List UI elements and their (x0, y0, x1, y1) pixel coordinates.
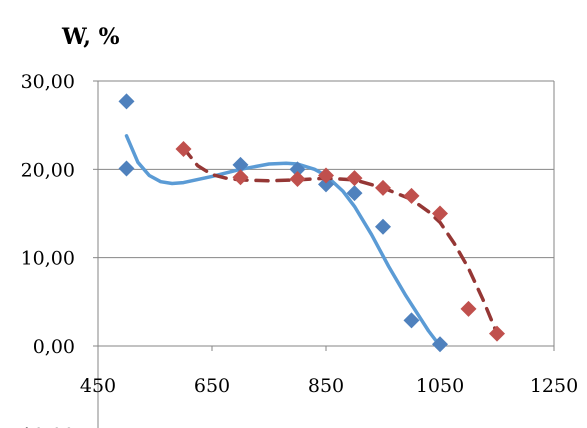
y-tick-label: -10,00 (14, 424, 75, 428)
data-point-series-2 (318, 167, 334, 184)
x-tick-label: 650 (194, 375, 230, 397)
data-point-series-1 (403, 312, 420, 329)
data-point-series-1 (318, 176, 334, 193)
data-point-series-1 (232, 156, 249, 173)
trendlines (124, 134, 499, 348)
data-point-series-2 (432, 205, 448, 222)
data-point-series-1 (375, 218, 391, 235)
data-point-series-2 (175, 141, 192, 158)
data-point-series-1 (118, 93, 135, 110)
data-point-series-2 (289, 171, 306, 188)
y-axis-title: W, % (61, 24, 120, 50)
axes (93, 80, 555, 428)
data-point-series-2 (403, 187, 420, 204)
x-tick-label: 850 (308, 375, 344, 397)
trendline-series-1 (124, 134, 442, 348)
x-tick-label: 1050 (416, 375, 464, 397)
y-tick-label: 30,00 (21, 71, 75, 93)
x-tick-label: 1250 (530, 375, 578, 397)
data-points (118, 93, 505, 353)
y-tick-label: 10,00 (21, 248, 75, 270)
data-point-series-1 (289, 161, 306, 178)
data-point-series-2 (460, 300, 477, 317)
data-point-series-1 (432, 336, 448, 353)
data-point-series-2 (489, 325, 505, 342)
x-tick-label: 450 (80, 375, 116, 397)
tick-labels: -10,00 0,00 10,00 20,00 30,00 450 650 850 1050 12… (14, 71, 578, 428)
data-point-series-2 (232, 169, 249, 186)
data-point-series-1 (346, 185, 363, 202)
y-tick-label: 20,00 (21, 159, 75, 181)
data-point-series-2 (346, 170, 363, 187)
data-point-series-2 (375, 179, 391, 196)
trendline-series-2 (181, 146, 499, 336)
y-tick-label: 0,00 (33, 336, 75, 358)
data-point-series-1 (118, 160, 135, 177)
